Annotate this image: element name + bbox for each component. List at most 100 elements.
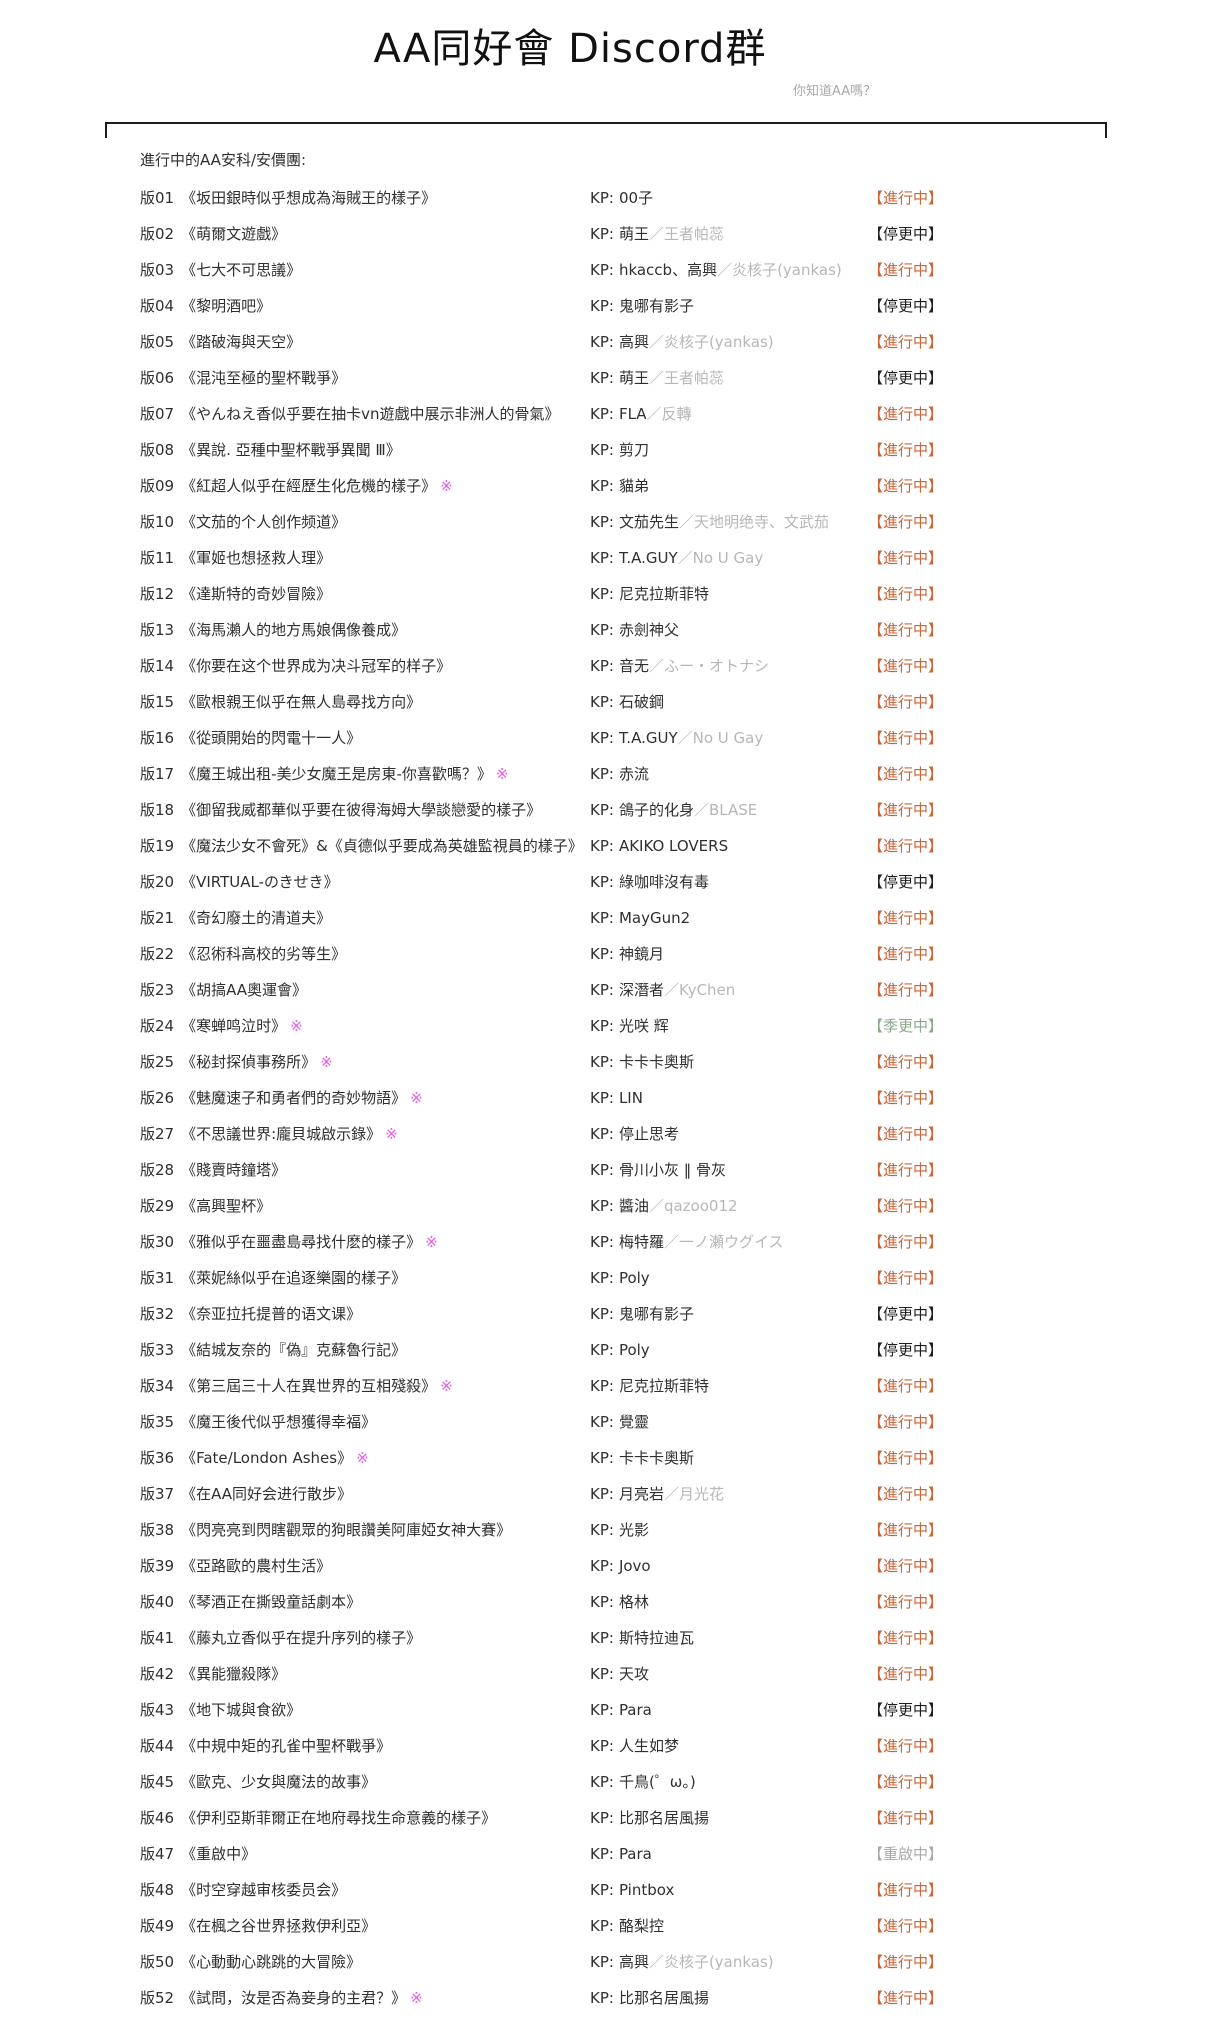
thread-number: 版48 xyxy=(140,1881,175,1899)
thread-title-cell: 版50 《心動動心跳跳的大冒險》 xyxy=(140,1952,365,1972)
kp-name: 骨川小灰 ‖ 骨灰 xyxy=(618,1161,726,1179)
kp-label: KP: xyxy=(590,441,614,459)
thread-title: 《中規中矩的孔雀中聖杯戰爭》 xyxy=(181,1737,392,1755)
thread-number: 版37 xyxy=(140,1485,175,1503)
thread-title-cell: 版46 《伊利亞斯菲爾正在地府尋找生命意義的樣子》 xyxy=(140,1808,500,1828)
thread-number: 版10 xyxy=(140,513,175,531)
kp-cell: KP: 鴿子的化身／BLASE xyxy=(590,800,757,820)
kp-label: KP: xyxy=(590,1557,614,1575)
campaign-row: 版21 《奇幻廢土的清道夫》 KP: MayGun2 【進行中】 xyxy=(140,908,1180,944)
status-badge: 【進行中】 xyxy=(868,1269,944,1287)
kp-label: KP: xyxy=(590,693,614,711)
thread-number: 版23 xyxy=(140,981,175,999)
thread-number: 版31 xyxy=(140,1269,175,1287)
campaign-row: 版10 《文茄的个人创作频道》 KP: 文茄先生／天地明绝寺、文武茄 【進行中】 xyxy=(140,512,1180,548)
kp-name: 醬油 xyxy=(618,1197,649,1215)
kp-name: 月亮岩 xyxy=(618,1485,664,1503)
thread-title-cell: 版08 《異說. 亞種中聖杯戰爭異聞 Ⅲ》 xyxy=(140,440,405,460)
kp-label: KP: xyxy=(590,1485,614,1503)
status-badge: 【進行中】 xyxy=(868,1125,944,1143)
thread-title-cell: 版29 《高興聖杯》 xyxy=(140,1196,275,1216)
kp-label: KP: xyxy=(590,1413,614,1431)
status-badge: 【進行中】 xyxy=(868,729,944,747)
status-badge: 【進行中】 xyxy=(868,1233,944,1251)
thread-title-cell: 版10 《文茄的个人创作频道》 xyxy=(140,512,350,532)
kp-label: KP: xyxy=(590,621,614,639)
thread-title-cell: 版40 《琴酒正在撕毀童話劇本》 xyxy=(140,1592,365,1612)
kp-label: KP: xyxy=(590,1269,614,1287)
kp-label: KP: xyxy=(590,657,614,675)
kp-cell: KP: T.A.GUY／No U Gay xyxy=(590,548,763,568)
kp-alt-name: ／反轉 xyxy=(646,405,692,423)
kp-name: 剪刀 xyxy=(618,441,649,459)
status-badge: 【進行中】 xyxy=(868,1593,944,1611)
star-marker: ※ xyxy=(385,1125,398,1143)
thread-number: 版03 xyxy=(140,261,175,279)
kp-label: KP: xyxy=(590,1881,614,1899)
kp-name: T.A.GUY xyxy=(618,549,678,567)
kp-cell: KP: 格林 xyxy=(590,1592,649,1612)
kp-cell: KP: 萌王／王者帕蕊 xyxy=(590,224,724,244)
status-badge: 【進行中】 xyxy=(868,1989,944,2007)
thread-title-cell: 版33 《結城友奈的『偽』克蘇魯行記》 xyxy=(140,1340,410,1360)
campaign-row: 版33 《結城友奈的『偽』克蘇魯行記》 KP: Poly 【停更中】 xyxy=(140,1340,1180,1376)
thread-title: 《不思議世界:龐貝城啟示錄》 xyxy=(181,1125,382,1143)
kp-label: KP: xyxy=(590,1665,614,1683)
kp-alt-name: ／天地明绝寺、文武茄 xyxy=(678,513,829,531)
thread-number: 版12 xyxy=(140,585,175,603)
kp-label: KP: xyxy=(590,1953,614,1971)
kp-label: KP: xyxy=(590,1089,614,1107)
status-badge: 【進行中】 xyxy=(868,621,944,639)
thread-title-cell: 版35 《魔王後代似乎想獲得幸福》 xyxy=(140,1412,380,1432)
kp-name: 停止思考 xyxy=(618,1125,679,1143)
star-marker: ※ xyxy=(440,477,453,495)
thread-title: 《紅超人似乎在經歷生化危機的樣子》 xyxy=(181,477,437,495)
thread-number: 版52 xyxy=(140,1989,175,2007)
kp-label: KP: xyxy=(590,189,614,207)
thread-number: 版17 xyxy=(140,765,175,783)
thread-title-cell: 版45 《歐克、少女與魔法的故事》 xyxy=(140,1772,380,1792)
status-badge: 【進行中】 xyxy=(868,1485,944,1503)
thread-title: 《亞路歐的農村生活》 xyxy=(181,1557,332,1575)
status-badge: 【進行中】 xyxy=(868,1737,944,1755)
kp-cell: KP: Poly xyxy=(590,1268,650,1288)
kp-name: Para xyxy=(618,1845,652,1863)
kp-alt-name: ／炎核子(yankas) xyxy=(648,1953,774,1971)
campaign-row: 版30 《雅似乎在噩盡島尋找什麽的樣子》 ※ KP: 梅特羅／一ノ瀬ウグイス 【進行中… xyxy=(140,1232,1180,1268)
thread-number: 版16 xyxy=(140,729,175,747)
kp-name: 綠咖啡沒有毒 xyxy=(618,873,709,891)
thread-title: 《魔法少女不會死》&《貞德似乎要成為英雄監視員的樣子》 xyxy=(181,837,583,855)
thread-title: 《異說. 亞種中聖杯戰爭異聞 Ⅲ》 xyxy=(181,441,401,459)
kp-name: 格林 xyxy=(618,1593,649,1611)
thread-number: 版06 xyxy=(140,369,175,387)
kp-alt-name: ／王者帕蕊 xyxy=(648,225,724,243)
kp-label: KP: xyxy=(590,1917,614,1935)
thread-number: 版38 xyxy=(140,1521,175,1539)
campaign-row: 版17 《魔王城出租-美少女魔王是房東-你喜歡嗎？》 ※ KP: 赤流 【進行中】 xyxy=(140,764,1180,800)
kp-cell: KP: FLA／反轉 xyxy=(590,404,692,424)
thread-number: 版39 xyxy=(140,1557,175,1575)
kp-name: Pintbox xyxy=(618,1881,675,1899)
star-marker: ※ xyxy=(410,1989,423,2007)
campaign-row: 版04 《黎明酒吧》 KP: 鬼哪有影子 【停更中】 xyxy=(140,296,1180,332)
kp-label: KP: xyxy=(590,405,614,423)
status-badge: 【停更中】 xyxy=(868,225,944,243)
kp-alt-name: ／BLASE xyxy=(693,801,758,819)
kp-label: KP: xyxy=(590,585,614,603)
thread-number: 版29 xyxy=(140,1197,175,1215)
thread-number: 版44 xyxy=(140,1737,175,1755)
status-badge: 【進行中】 xyxy=(868,657,944,675)
thread-title-cell: 版39 《亞路歐的農村生活》 xyxy=(140,1556,335,1576)
kp-name: 天攻 xyxy=(618,1665,649,1683)
kp-name: 光咲 辉 xyxy=(618,1017,669,1035)
thread-title: 《異能獵殺隊》 xyxy=(181,1665,287,1683)
thread-title-cell: 版14 《你要在这个世界成为决斗冠军的样子》 xyxy=(140,656,455,676)
kp-name: 音无 xyxy=(618,657,649,675)
thread-title-cell: 版23 《胡搞AA奧運會》 xyxy=(140,980,311,1000)
kp-cell: KP: 萌王／王者帕蕊 xyxy=(590,368,724,388)
kp-label: KP: xyxy=(590,549,614,567)
thread-title-cell: 版15 《歐根親王似乎在無人島尋找方向》 xyxy=(140,692,425,712)
campaign-row: 版41 《藤丸立香似乎在提升序列的樣子》 KP: 斯特拉迪瓦 【進行中】 xyxy=(140,1628,1180,1664)
kp-name: 高興 xyxy=(618,1953,649,1971)
kp-label: KP: xyxy=(590,1377,614,1395)
